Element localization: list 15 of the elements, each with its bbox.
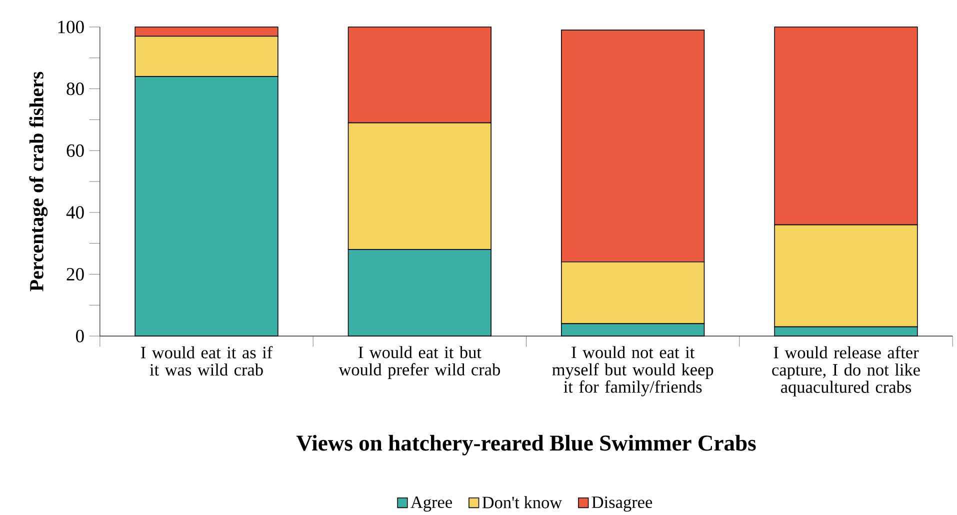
- x-axis-title: Views on hatchery-reared Blue Swimmer Crabs: [296, 434, 756, 456]
- x-tick-label: I would eat it but would prefer wild crab: [338, 346, 500, 379]
- legend-label: Disagree: [592, 496, 652, 512]
- y-tick-label: 0: [76, 330, 84, 342]
- y-tick-label: 20: [66, 268, 84, 280]
- x-tick-label: I would release after capture, I do not like aquacultured crabs: [772, 346, 920, 396]
- x-tick-label: I would eat it as if it was wild crab: [141, 346, 273, 376]
- y-tick-label: 80: [66, 82, 84, 95]
- y-tick-label: 100: [58, 20, 84, 34]
- x-tick-label: I would not eat it myself but would keep it for family/friends: [552, 346, 714, 396]
- y-axis-title: Percentage of crab fishers: [29, 72, 48, 292]
- y-tick-label: 60: [66, 144, 84, 157]
- y-tick-label: 40: [66, 206, 84, 218]
- legend-label: Don't know: [482, 496, 562, 508]
- legend-label: Agree: [410, 496, 452, 512]
